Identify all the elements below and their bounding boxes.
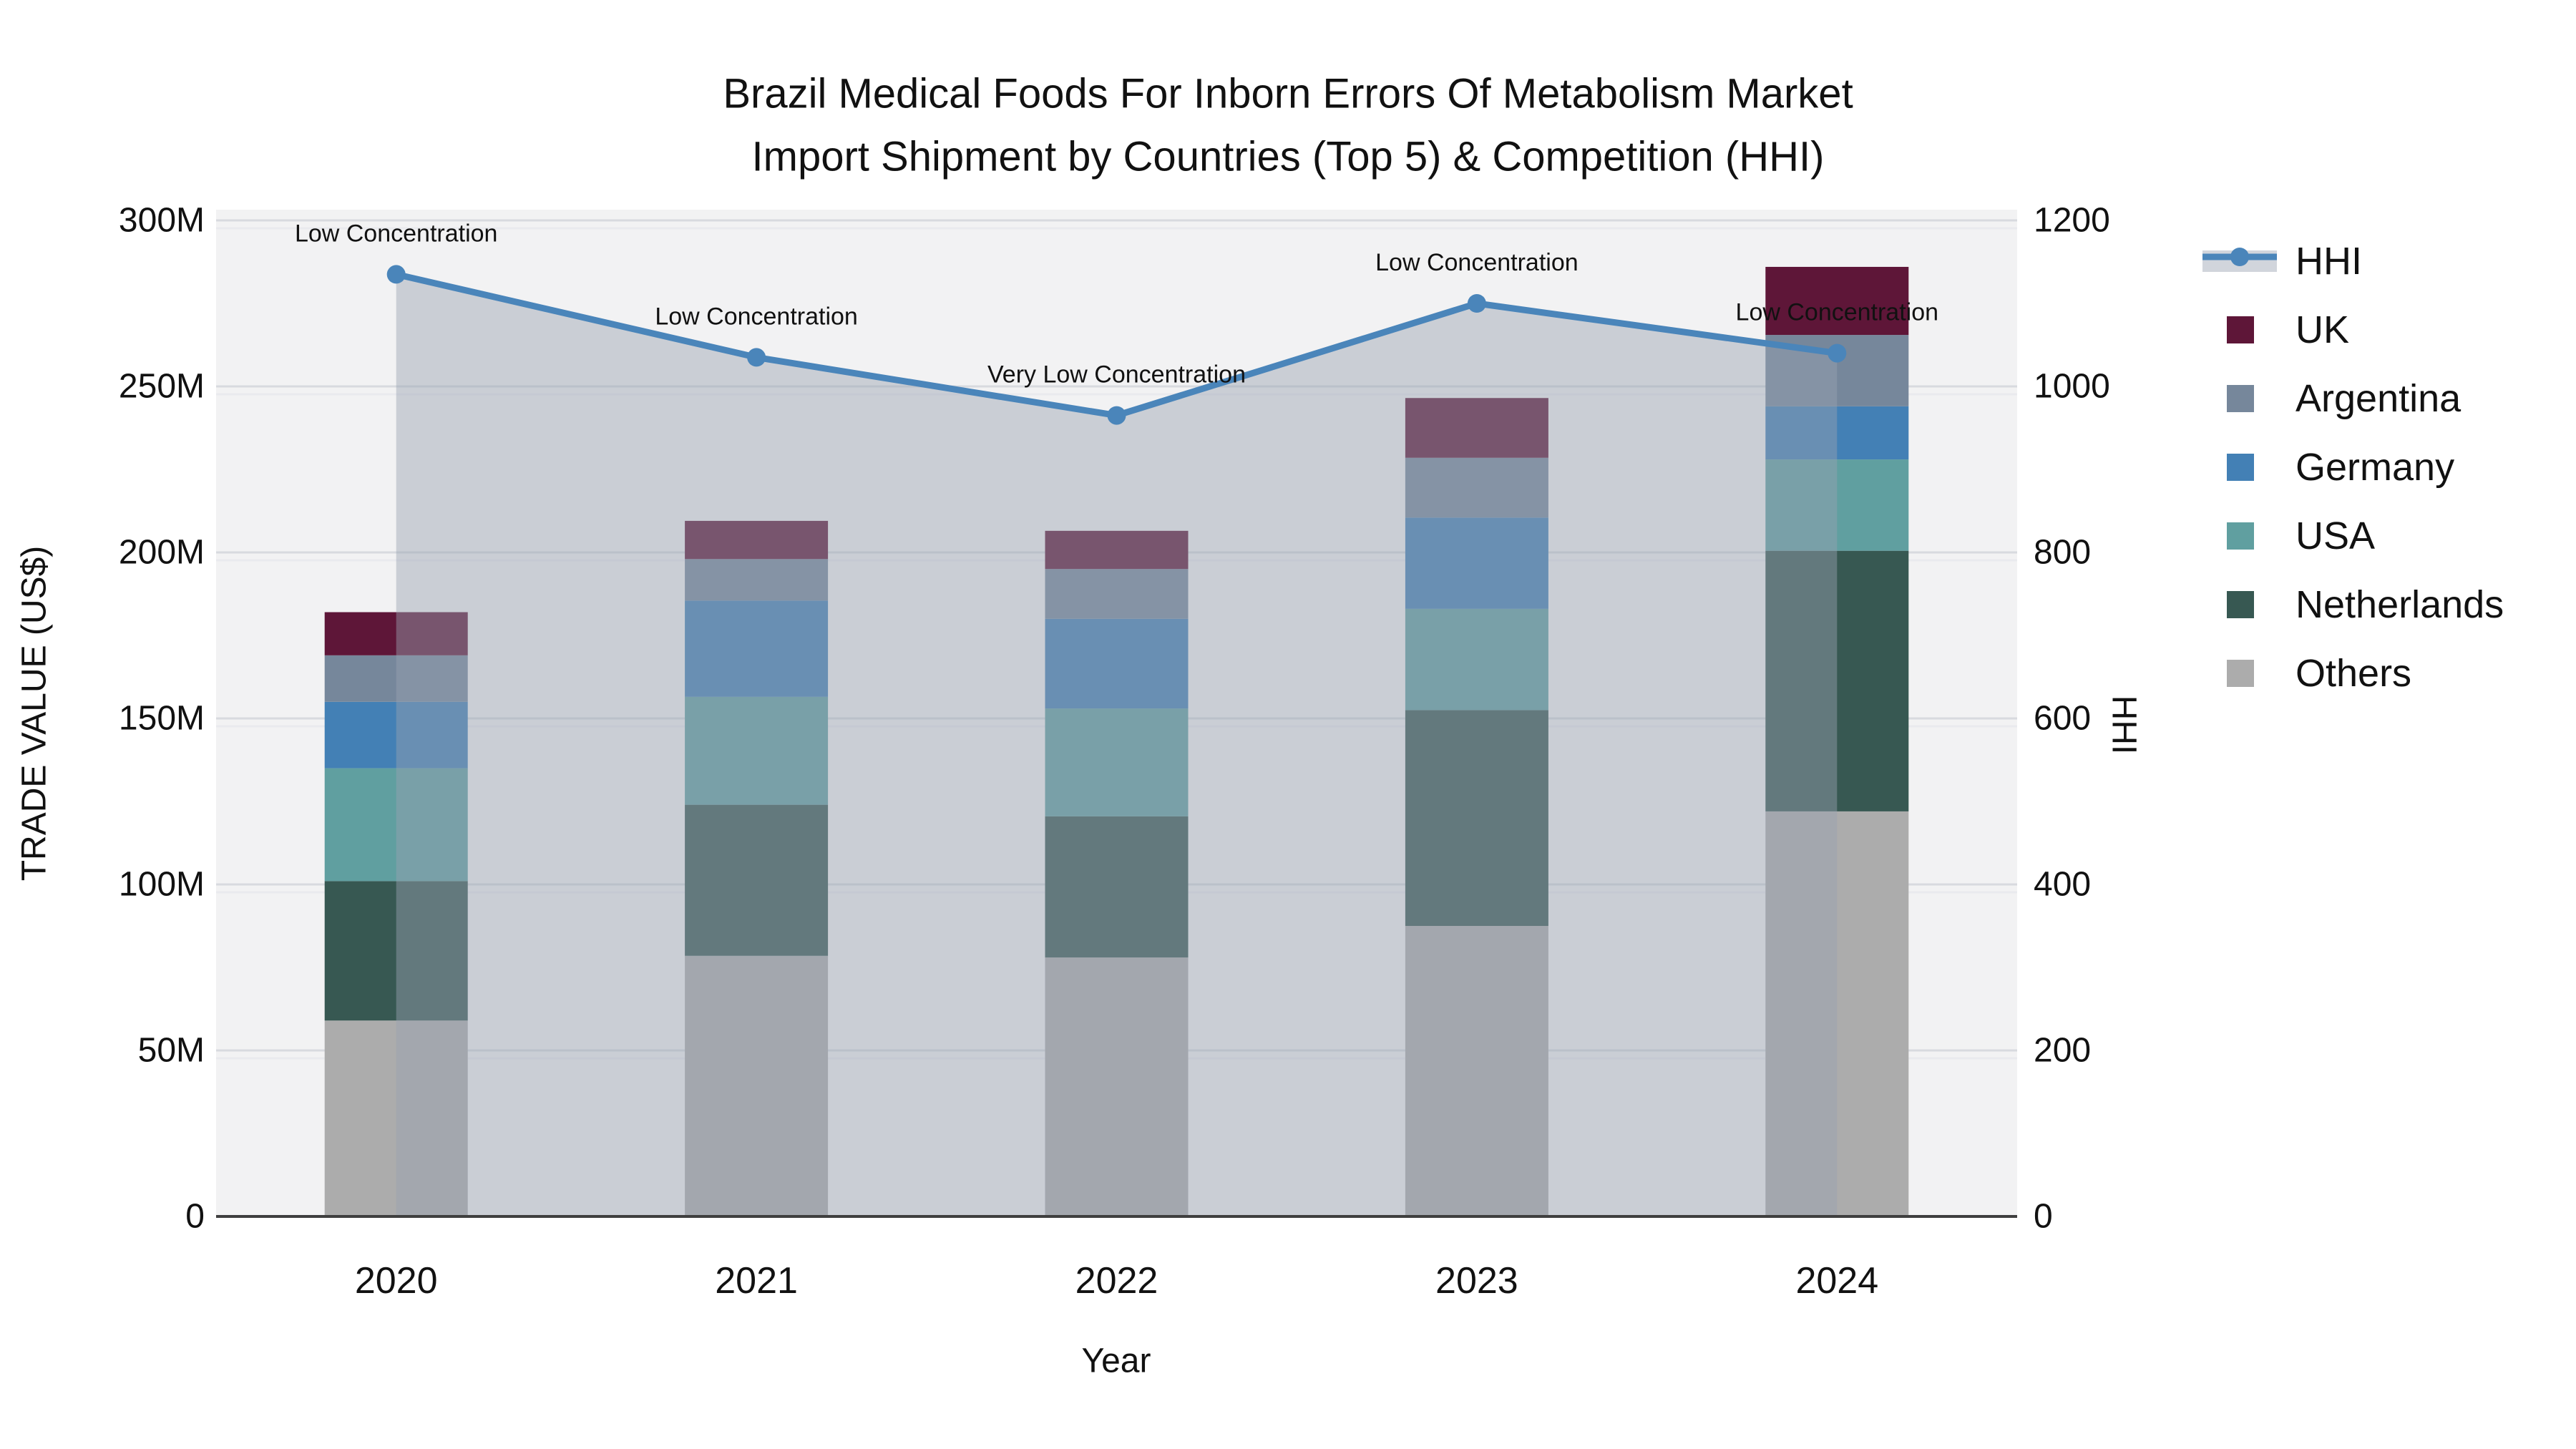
- bar-segment-argentina-2021: [685, 559, 829, 601]
- bar-segment-germany-2024: [1765, 406, 1909, 460]
- legend-item-usa[interactable]: USA: [2227, 514, 2375, 557]
- y2-axis-title: HHI: [2105, 696, 2143, 755]
- legend-item-hhi[interactable]: HHI: [2202, 240, 2362, 283]
- bar-segment-argentina-2023: [1405, 457, 1548, 518]
- bar-segment-netherlands-2020: [324, 881, 468, 1021]
- annotation-2024: Low Concentration: [1736, 299, 1939, 326]
- bar-segment-uk-2022: [1045, 530, 1189, 570]
- legend-swatch-usa: [2227, 522, 2254, 550]
- bar-segment-usa-2021: [685, 696, 829, 805]
- legend-item-germany[interactable]: Germany: [2227, 446, 2454, 489]
- bar-segment-others-2021: [685, 955, 829, 1216]
- bar-segment-others-2023: [1405, 926, 1548, 1216]
- bar-segment-others-2024: [1765, 811, 1909, 1216]
- legend-item-uk[interactable]: UK: [2227, 308, 2349, 351]
- x-tick-label-2021: 2021: [715, 1260, 798, 1302]
- bar-2021: [685, 520, 829, 1216]
- y2-tick-label-400: 400: [2034, 866, 2091, 904]
- legend-swatch-argentina: [2227, 385, 2254, 412]
- legend-hhi-marker-swatch: [2230, 248, 2249, 266]
- bar-segment-uk-2020: [324, 612, 468, 655]
- legend-label-hhi: HHI: [2296, 240, 2362, 283]
- annotation-2020: Low Concentration: [295, 220, 498, 247]
- bar-segment-uk-2023: [1405, 398, 1548, 458]
- x-tick-label-2023: 2023: [1435, 1260, 1518, 1302]
- y2-tick-label-1200: 1200: [2034, 202, 2110, 240]
- bar-segment-usa-2023: [1405, 608, 1548, 711]
- y-tick-label-50M: 50M: [138, 1032, 205, 1070]
- hhi-area-fill: [396, 274, 1838, 1216]
- annotation-2023: Low Concentration: [1375, 249, 1579, 276]
- y2-tick-label-600: 600: [2034, 700, 2091, 738]
- bar-segment-germany-2022: [1045, 618, 1189, 709]
- y-tick-label-150M: 150M: [119, 700, 205, 738]
- bar-segment-netherlands-2023: [1405, 710, 1548, 926]
- y-tick-label-250M: 250M: [119, 368, 205, 406]
- legend-label-others: Others: [2296, 652, 2411, 695]
- x-tick-label-2024: 2024: [1795, 1260, 1878, 1302]
- x-tick-label-2022: 2022: [1075, 1260, 1158, 1302]
- y2-tick-label-0: 0: [2034, 1198, 2053, 1236]
- chart-title-line2: Import Shipment by Countries (Top 5) & C…: [752, 134, 1825, 180]
- chart-title-line1: Brazil Medical Foods For Inborn Errors O…: [723, 71, 1853, 117]
- bar-segment-usa-2024: [1765, 459, 1909, 551]
- y2-tick-label-800: 800: [2034, 534, 2091, 572]
- annotation-2022: Very Low Concentration: [987, 361, 1246, 389]
- legend-swatch-germany: [2227, 454, 2254, 481]
- bar-segment-usa-2022: [1045, 708, 1189, 816]
- bar-segment-uk-2021: [685, 520, 829, 560]
- x-axis-title: Year: [1082, 1342, 1151, 1380]
- hhi-marker-2024: [1828, 343, 1847, 363]
- bar-2020: [324, 612, 468, 1216]
- bar-2024: [1765, 266, 1909, 1216]
- bar-segment-germany-2020: [324, 701, 468, 769]
- y-axis-title: TRADE VALUE (US$): [16, 546, 54, 882]
- bar-segment-netherlands-2021: [685, 804, 829, 956]
- x-tick-label-2020: 2020: [355, 1260, 438, 1302]
- bar-segment-others-2022: [1045, 957, 1189, 1216]
- legend-item-others[interactable]: Others: [2227, 652, 2411, 695]
- bar-segment-germany-2021: [685, 600, 829, 697]
- y-tick-label-0: 0: [185, 1198, 205, 1236]
- legend-label-germany: Germany: [2296, 446, 2454, 489]
- hhi-marker-2021: [747, 348, 766, 367]
- bar-2023: [1405, 398, 1548, 1216]
- bar-segment-usa-2020: [324, 768, 468, 882]
- legend-swatch-netherlands: [2227, 591, 2254, 618]
- bar-segment-argentina-2022: [1045, 569, 1189, 619]
- legend-label-netherlands: Netherlands: [2296, 583, 2504, 626]
- bar-segment-germany-2023: [1405, 517, 1548, 609]
- bar-segment-netherlands-2022: [1045, 816, 1189, 958]
- bar-2022: [1045, 530, 1189, 1216]
- legend-label-usa: USA: [2296, 514, 2375, 557]
- bar-segment-netherlands-2024: [1765, 550, 1909, 811]
- y2-tick-label-200: 200: [2034, 1032, 2091, 1070]
- legend-swatch-others: [2227, 660, 2254, 687]
- annotation-2021: Low Concentration: [655, 303, 858, 330]
- y-tick-label-100M: 100M: [119, 866, 205, 904]
- hhi-marker-2020: [386, 265, 406, 284]
- hhi-marker-2022: [1107, 406, 1126, 425]
- legend-item-netherlands[interactable]: Netherlands: [2227, 583, 2504, 626]
- legend-item-argentina[interactable]: Argentina: [2227, 377, 2462, 420]
- y-tick-label-200M: 200M: [119, 534, 205, 572]
- hhi-marker-2023: [1467, 294, 1486, 313]
- y2-tick-label-1000: 1000: [2034, 368, 2110, 406]
- bar-segment-others-2020: [324, 1020, 468, 1216]
- legend-swatch-uk: [2227, 316, 2254, 343]
- legend-label-uk: UK: [2296, 308, 2349, 351]
- y-tick-label-300M: 300M: [119, 202, 205, 240]
- legend-label-argentina: Argentina: [2296, 377, 2462, 420]
- bar-segment-uk-2024: [1765, 266, 1909, 336]
- bar-segment-argentina-2020: [324, 655, 468, 702]
